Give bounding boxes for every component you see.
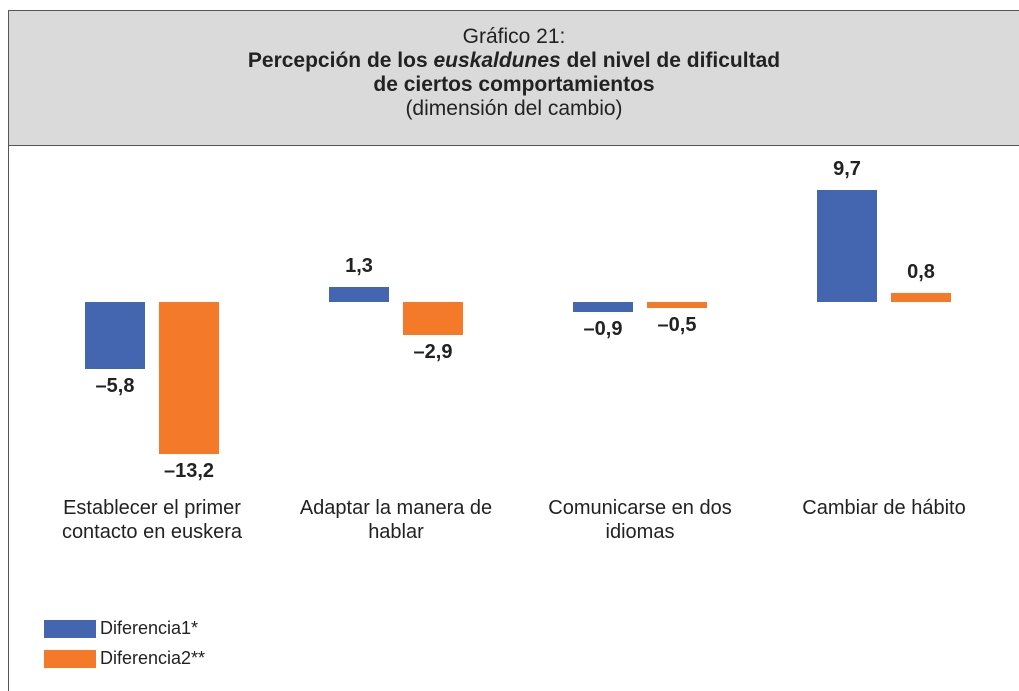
bar: [403, 302, 463, 336]
value-label: –2,9: [413, 341, 453, 364]
title-part: euskaldunes: [433, 49, 561, 72]
legend-swatch: [44, 620, 96, 638]
x-tick-label: Cambiar de hábito: [802, 497, 966, 519]
subtitle: (dimensión del cambio): [405, 97, 623, 120]
bar: [85, 302, 145, 369]
x-tick-label: Establecer el primer contacto en euskera: [61, 497, 243, 543]
bar: [573, 302, 633, 313]
legend-label: Diferencia2**: [100, 648, 206, 668]
value-label: 0,8: [907, 260, 935, 283]
x-tick-label: Comunicarse en dos idiomas: [548, 497, 732, 543]
title-part: del nivel de dificultad: [566, 49, 781, 72]
title-line: de ciertos comportamientos: [373, 73, 655, 96]
value-label: –0,5: [657, 313, 697, 336]
value-label: –0,9: [583, 318, 623, 341]
title-prefix: Gráfico 21:: [462, 25, 566, 48]
value-label: –5,8: [95, 374, 135, 397]
x-tick-label: Adaptar la manera de hablar: [299, 497, 493, 543]
bar: [891, 292, 951, 302]
title-line: Percepción de los euskaldunes del nivel …: [9, 49, 1019, 73]
legend-swatch: [44, 650, 96, 668]
bar: [159, 302, 219, 455]
bar: [817, 189, 877, 302]
value-label: 9,7: [833, 157, 861, 180]
title-part: Percepción de los: [247, 49, 428, 72]
header: Gráfico 21: Percepción de los euskaldune…: [9, 11, 1019, 146]
value-label: –13,2: [163, 460, 215, 483]
bar: [329, 286, 389, 302]
frame: [8, 10, 1019, 691]
bar: [647, 302, 707, 308]
legend-label: Diferencia1*: [100, 618, 199, 638]
value-label: 1,3: [345, 254, 373, 277]
